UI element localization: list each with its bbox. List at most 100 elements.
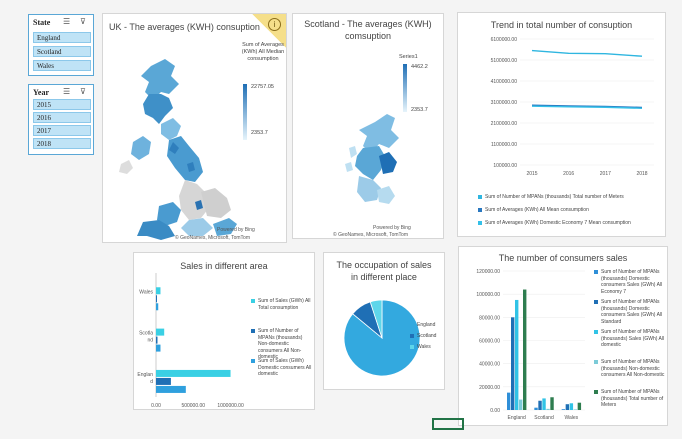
- year-slicer-title: Year: [33, 88, 49, 97]
- bar: [156, 328, 165, 336]
- bar: [534, 407, 538, 410]
- legend-item: Sum of Number of MPANs (thousands) Non-d…: [251, 328, 314, 361]
- legend-item: Sum of Sales (GWh) All Total consumption: [251, 298, 314, 311]
- y-tick-label: 60000.00: [479, 339, 500, 345]
- legend-label: Sum of Number of MPANs (thousands) Total…: [601, 389, 664, 408]
- bar: [507, 392, 511, 410]
- bar: [565, 404, 570, 410]
- scotland-legend-min: 2353.7: [411, 107, 428, 113]
- x-tick-label: 2016: [563, 171, 574, 177]
- uk-legend-max: 22757.05: [251, 84, 274, 90]
- legend-label: Sum of Number of MPANs (thousands) Domes…: [601, 299, 663, 325]
- legend-label: Sum of Number of MPANs (thousands) Total…: [485, 194, 624, 200]
- y-tick-label: 100000.00: [476, 292, 500, 298]
- info-icon[interactable]: i: [252, 14, 286, 48]
- legend-label: Sum of Number of MPANs (thousands) Non-d…: [601, 359, 665, 378]
- legend-swatch: [251, 329, 255, 333]
- scotland-legend-max: 4462.2: [411, 64, 428, 70]
- legend-swatch: [478, 221, 482, 225]
- bar: [542, 398, 546, 410]
- selected-cell[interactable]: [432, 418, 464, 430]
- bar: [519, 399, 523, 410]
- slicer-item-2016[interactable]: 2016: [33, 112, 91, 123]
- scotland-map-credit-geonames: © GeoNames, Microsoft, TomTom: [333, 232, 408, 238]
- bar: [156, 303, 159, 311]
- legend-label: Sum of Number of MPANs (thousands) Sales…: [601, 329, 665, 348]
- x-tick-label: 1000000.00: [217, 403, 244, 409]
- bar: [523, 289, 527, 410]
- bar: [577, 402, 582, 410]
- pie-slice: [369, 299, 383, 339]
- y-tick-label: 4100000.00: [491, 79, 518, 85]
- category-label: Scotland: [534, 415, 554, 421]
- y-tick-label: 1100000.00: [491, 142, 517, 148]
- y-tick-label: 5100000.00: [491, 58, 518, 64]
- consumers-title: The number of consumers sales: [498, 253, 628, 263]
- legend-item: Sum of Number of MPANs (thousands) Total…: [594, 389, 665, 409]
- legend-label: Wales: [417, 344, 431, 350]
- uk-map-credit-geonames: © GeoNames, Microsoft, TomTom: [175, 235, 250, 241]
- clear-filter-icon[interactable]: ⊽: [80, 17, 86, 26]
- trend-chart-panel[interactable]: Trend in total number of consuption 1000…: [457, 12, 666, 237]
- scotland-map-title: Scotland - The averages (KWH) comsuption: [304, 19, 432, 41]
- occupation-panel[interactable]: The occupation of sales in different pla…: [323, 252, 445, 390]
- legend-swatch: [410, 323, 414, 327]
- y-tick-label: 120000.00: [476, 269, 500, 275]
- legend-label: Sum of Number of MPANs (thousands) Non-d…: [258, 328, 303, 360]
- legend-swatch: [410, 334, 414, 338]
- slicer-item-2017[interactable]: 2017: [33, 125, 91, 136]
- multi-select-icon[interactable]: ☰: [63, 87, 71, 96]
- state-slicer-title: State: [33, 18, 51, 27]
- consumers-panel[interactable]: The number of consumers sales 0.00 20000.…: [458, 246, 668, 426]
- legend-item: Sum of Averages (KWh) Domestic Economy 7…: [478, 220, 665, 227]
- bar: [156, 344, 161, 352]
- slicer-item-2018[interactable]: 2018: [33, 138, 91, 149]
- y-tick-label: 20000.00: [479, 385, 500, 391]
- bar: [156, 295, 157, 303]
- multi-select-icon[interactable]: ☰: [63, 17, 71, 26]
- scotland-legend-title: Series1: [399, 54, 418, 60]
- scotland-map-panel[interactable]: Scotland - The averages (KWH) comsuption…: [292, 13, 444, 239]
- legend-swatch: [594, 360, 598, 364]
- legend-swatch: [251, 299, 255, 303]
- category-label: nd: [147, 338, 153, 344]
- legend-item: Sum of Number of MPANs (thousands) Non-d…: [594, 359, 665, 379]
- sales-area-panel[interactable]: Sales in different area 0.00 500000.00 100…: [133, 252, 315, 410]
- category-label: England: [507, 415, 526, 421]
- slicer-item-england[interactable]: England: [33, 32, 91, 43]
- scotland-map: [345, 114, 399, 204]
- bar: [569, 403, 574, 410]
- year-slicer: Year ☰ ⊽ 2015 2016 2017 2018: [28, 84, 94, 155]
- y-tick-label: 100000.00: [493, 163, 517, 169]
- bar: [550, 397, 554, 410]
- slicer-item-wales[interactable]: Wales: [33, 60, 91, 71]
- y-tick-label: 6100000.00: [491, 37, 518, 43]
- bar: [546, 408, 550, 410]
- category-label: Scotla: [139, 331, 153, 337]
- bar: [511, 317, 515, 410]
- uk-map-title: UK - The averages (KWH) consuption: [109, 22, 260, 32]
- legend-label: Scotland: [417, 333, 437, 339]
- slicer-item-2015[interactable]: 2015: [33, 99, 91, 110]
- trend-chart-title: Trend in total number of consuption: [490, 20, 633, 30]
- bar: [538, 400, 542, 410]
- legend-swatch: [594, 300, 598, 304]
- legend-label: Sum of Sales (GWh) Domestic consumers Al…: [258, 358, 312, 377]
- uk-map-panel[interactable]: UK - The averages (KWH) consuption i Sum…: [102, 13, 287, 243]
- legend-label: England: [417, 322, 436, 328]
- legend-item: Wales: [410, 344, 445, 351]
- bar: [156, 385, 186, 393]
- uk-map-credit-bing: Powered by Bing: [217, 227, 255, 233]
- bar: [156, 287, 161, 295]
- legend-label: Sum of Averages (KWh) Domestic Economy 7…: [485, 220, 631, 226]
- legend-swatch: [594, 270, 598, 274]
- x-tick-label: 500000.00: [181, 403, 205, 409]
- slicer-item-scotland[interactable]: Scotland: [33, 46, 91, 57]
- clear-filter-icon[interactable]: ⊽: [80, 87, 86, 96]
- legend-label: Sum of Averages (KWh) All Mean consumpti…: [485, 207, 589, 213]
- legend-item: Sum of Number of MPANs (thousands) Domes…: [594, 269, 665, 295]
- category-label: Wales: [564, 415, 578, 421]
- legend-item: Sum of Number of MPANs (thousands) Total…: [478, 194, 665, 201]
- sales-area-title: Sales in different area: [180, 261, 268, 271]
- legend-item: England: [410, 322, 445, 329]
